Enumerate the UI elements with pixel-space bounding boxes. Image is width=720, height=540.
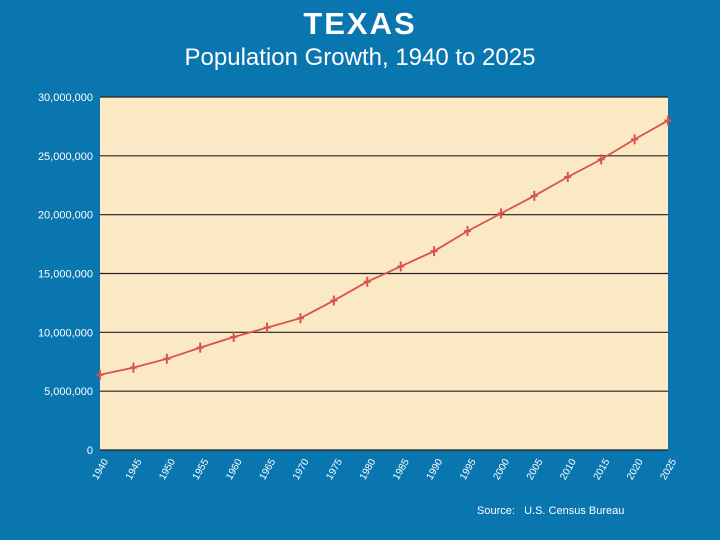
x-tick-label: 2015 — [592, 457, 613, 482]
x-tick-label: 2025 — [658, 457, 679, 482]
data-point — [631, 134, 639, 145]
series-group — [96, 115, 672, 380]
data-point — [196, 342, 204, 353]
x-tick-label: 1995 — [458, 457, 479, 482]
data-point — [363, 276, 371, 287]
data-point — [464, 226, 472, 237]
x-tick-label: 1970 — [291, 457, 312, 482]
x-tick-label: 2000 — [491, 457, 512, 482]
x-tick-label: 1985 — [391, 457, 412, 482]
y-tick-label: 10,000,000 — [38, 327, 93, 339]
data-point — [564, 172, 572, 183]
data-point — [330, 295, 338, 306]
y-tick-label: 5,000,000 — [44, 386, 93, 398]
y-axis-ticks: 0 5,000,000 10,000,000 15,000,000 20,000,000… — [38, 92, 93, 457]
x-axis-ticks: 1940 1945 1950 1955 1960 1965 1970 1975 1980 1985… — [90, 457, 679, 482]
x-tick-label: 1980 — [358, 457, 379, 482]
data-point — [263, 322, 271, 333]
data-point — [530, 190, 538, 201]
x-tick-label: 2010 — [558, 457, 579, 482]
y-tick-label: 25,000,000 — [38, 151, 93, 163]
x-tick-label: 1955 — [191, 457, 212, 482]
x-tick-label: 1940 — [90, 457, 111, 482]
data-point — [96, 369, 104, 380]
x-tick-label: 1950 — [157, 457, 178, 482]
x-tick-label: 2020 — [625, 457, 646, 482]
x-tick-label: 1975 — [324, 457, 345, 482]
x-tick-label: 1945 — [124, 457, 145, 482]
chart-title: TEXAS — [303, 6, 417, 41]
x-tick-label: 2005 — [525, 457, 546, 482]
source-note: Source: U.S. Census Bureau — [477, 505, 625, 517]
data-point — [597, 154, 605, 165]
y-tick-label: 15,000,000 — [38, 269, 93, 281]
chart-subtitle: Population Growth, 1940 to 2025 — [184, 44, 536, 71]
data-point — [296, 313, 304, 324]
data-point — [497, 208, 505, 219]
data-point — [230, 332, 238, 343]
x-tick-label: 1990 — [425, 457, 446, 482]
data-point — [163, 353, 171, 364]
data-point — [129, 362, 137, 373]
y-tick-label: 30,000,000 — [38, 92, 93, 104]
x-tick-label: 1960 — [224, 457, 245, 482]
series-line — [99, 119, 669, 376]
data-point — [397, 261, 405, 272]
y-tick-label: 0 — [87, 445, 93, 457]
data-point — [664, 115, 672, 126]
x-tick-label: 1965 — [258, 457, 279, 482]
data-point — [430, 246, 438, 257]
y-tick-label: 20,000,000 — [38, 210, 93, 222]
